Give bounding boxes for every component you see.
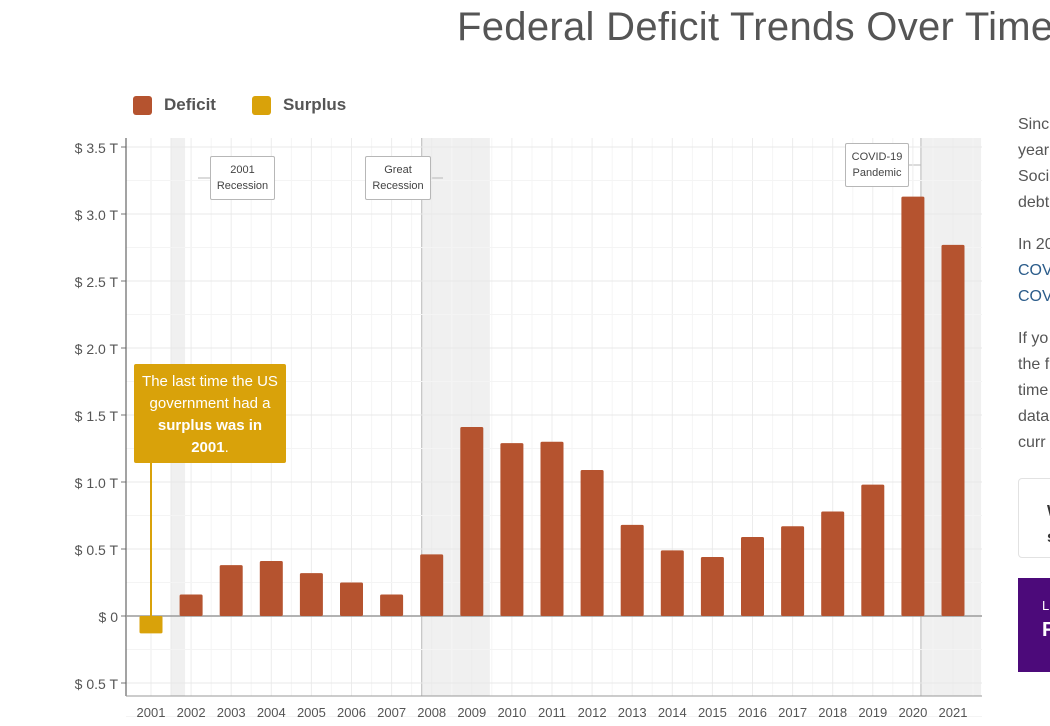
sidebar-text: Sinc year Soci debt In 20 COV COV If yo …	[1018, 112, 1050, 472]
bar-deficit[interactable]	[700, 557, 724, 616]
bar-deficit[interactable]	[901, 196, 925, 616]
x-tick-label: 2012	[578, 705, 607, 720]
sidebar-card[interactable]: W s	[1018, 478, 1050, 558]
y-tick-label: $ 2.5 T	[75, 274, 119, 290]
sidebar-line: year	[1018, 142, 1050, 159]
legend-swatch-deficit	[133, 95, 152, 115]
y-tick-label: $ 0.5 T	[75, 542, 119, 558]
x-tick-label: 2005	[297, 705, 326, 720]
sidebar-line: the f	[1018, 356, 1050, 373]
y-tick-label: $ 0	[99, 609, 119, 625]
sidebar-line: Sinc	[1018, 116, 1050, 133]
x-tick-label: 2003	[217, 705, 246, 720]
sidebar-paragraph-3: If yo the f time data curr	[1018, 326, 1050, 456]
y-tick-label: $ 3.5 T	[75, 140, 119, 156]
x-tick-label: 2020	[898, 705, 927, 720]
bar-deficit[interactable]	[340, 582, 363, 617]
bar-deficit[interactable]	[500, 443, 524, 616]
legend-swatch-surplus	[251, 95, 271, 115]
legend-item-surplus[interactable]: Surplus	[251, 95, 347, 115]
bar-deficit[interactable]	[420, 554, 444, 616]
x-tick-label: 2010	[497, 705, 526, 720]
y-tick-label: $ 3.0 T	[75, 207, 119, 223]
y-tick-label: $ 1.0 T	[75, 475, 119, 491]
x-tick-label: 2004	[257, 705, 286, 720]
bar-deficit[interactable]	[861, 484, 885, 616]
callout-bold-text: surplus was in 2001	[157, 417, 263, 456]
x-tick-label: 2018	[818, 705, 847, 720]
x-tick-label: 2007	[377, 705, 406, 720]
sidebar-link[interactable]: COV	[1018, 262, 1050, 279]
sidebar-line: If yo	[1018, 330, 1049, 347]
bar-deficit[interactable]	[380, 594, 404, 616]
x-tick-label: 2001	[137, 705, 166, 720]
bar-deficit[interactable]	[580, 469, 604, 616]
x-tick-label: 2008	[417, 705, 446, 720]
cta-big-text: F	[1042, 619, 1050, 641]
sidebar-cta-button[interactable]: L F	[1018, 578, 1050, 672]
bar-deficit[interactable]	[299, 573, 323, 616]
sidebar-line: data	[1018, 408, 1050, 425]
bar-surplus[interactable]	[139, 616, 163, 634]
bar-deficit[interactable]	[460, 427, 484, 616]
annotation-great-recession: Great Recession	[365, 156, 431, 200]
sidebar-paragraph-2: In 20 COV COV	[1018, 232, 1050, 310]
y-tick-label: $ 2.0 T	[75, 341, 119, 357]
annotation-2001-recession: 2001 Recession	[210, 156, 275, 200]
bar-deficit[interactable]	[219, 565, 243, 616]
x-tick-label: 2006	[337, 705, 366, 720]
x-tick-label: 2011	[538, 705, 566, 720]
sidebar-line: time	[1018, 382, 1049, 399]
x-tick-label: 2014	[658, 705, 687, 720]
annotation-covid-pandemic: COVID-19 Pandemic	[845, 143, 909, 187]
sidebar-card-line: W	[1047, 503, 1050, 520]
x-tick-label: 2016	[738, 705, 767, 720]
sidebar-link[interactable]: COV	[1018, 288, 1050, 305]
bar-deficit[interactable]	[781, 526, 805, 616]
page-title: Federal Deficit Trends Over Time	[457, 5, 1050, 49]
callout-text: The last time the US government had a	[142, 373, 278, 412]
annotation-label: COVID-19 Pandemic	[851, 151, 903, 179]
bar-deficit[interactable]	[741, 536, 764, 616]
sidebar-line: Soci	[1018, 168, 1050, 185]
bar-deficit[interactable]	[540, 441, 564, 616]
bar-deficit[interactable]	[660, 550, 684, 616]
legend-item-deficit[interactable]: Deficit	[133, 95, 216, 115]
y-tick-label: $ 0.5 T	[75, 676, 119, 692]
sidebar-line: debt	[1018, 194, 1050, 211]
x-tick-label: 2021	[939, 705, 968, 720]
annotation-label: 2001 Recession	[216, 164, 269, 192]
surplus-callout: The last time the US government had a su…	[134, 364, 286, 463]
legend-label-deficit: Deficit	[164, 95, 216, 114]
deficit-bar-chart: $ 0.5 T $ 0 $ 0.5 T $ 1.0 T $ 1.5 T $ 2.0 T $ …	[75, 138, 982, 720]
y-tick-label: $ 1.5 T	[75, 408, 119, 424]
sidebar-line: In 20	[1018, 236, 1050, 253]
x-tick-label: 2009	[457, 705, 486, 720]
callout-text-end: .	[224, 439, 229, 456]
bar-deficit[interactable]	[620, 524, 644, 616]
bar-deficit[interactable]	[179, 594, 203, 616]
annotation-label: Great Recession	[372, 164, 424, 192]
x-tick-label: 2015	[698, 705, 727, 720]
cta-small-text: L	[1042, 598, 1050, 613]
sidebar-paragraph-1: Sinc year Soci debt	[1018, 112, 1050, 216]
x-tick-label: 2002	[177, 705, 206, 720]
bar-deficit[interactable]	[941, 244, 965, 616]
x-tick-label: 2017	[778, 705, 807, 720]
x-tick-label: 2019	[858, 705, 887, 720]
sidebar-line: curr	[1018, 434, 1046, 451]
bar-deficit[interactable]	[259, 561, 283, 616]
x-tick-label: 2013	[618, 705, 647, 720]
sidebar-card-line: s	[1047, 529, 1050, 546]
legend-label-surplus: Surplus	[282, 95, 347, 114]
bar-deficit[interactable]	[821, 511, 845, 616]
chart-legend: Deficit Surplus	[133, 95, 346, 115]
